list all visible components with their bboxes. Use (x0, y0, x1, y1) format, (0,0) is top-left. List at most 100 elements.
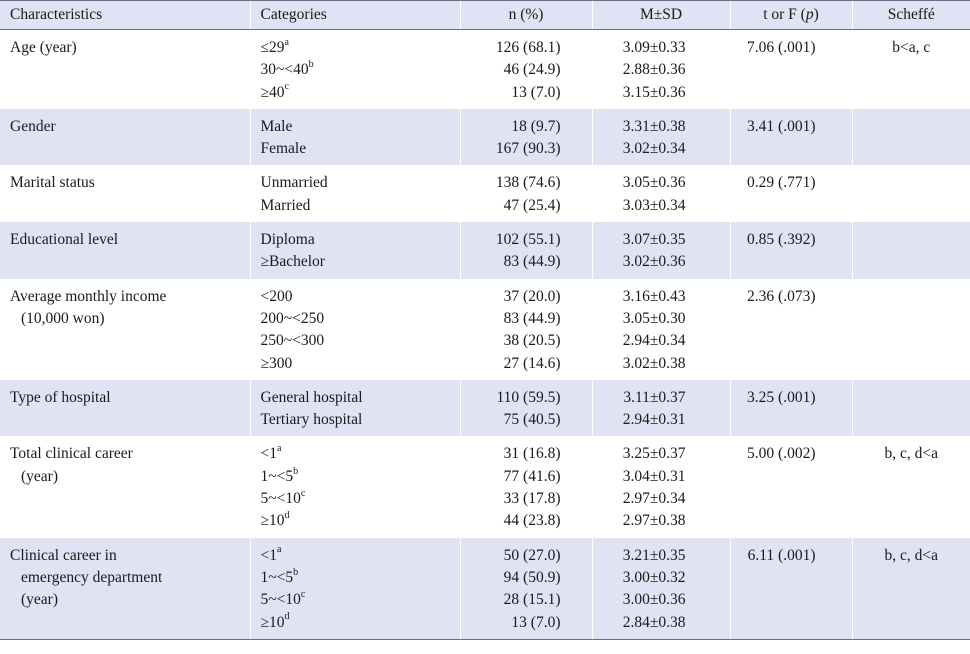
mean-sd-value: 3.25±0.37 (622, 445, 686, 463)
category-item: <1a (261, 545, 459, 567)
n-percent-value: 77 (41.6) (503, 467, 561, 485)
category-superscript: c (300, 589, 306, 601)
n-percent-value: 37 (20.0) (503, 287, 561, 305)
test-statistic-value: 2.36 (.073) (747, 287, 816, 305)
category-item: 5~<10c (261, 589, 459, 611)
mean-sd-value: 3.00±0.32 (622, 568, 686, 586)
category-item: ≥300 (261, 353, 459, 375)
mean-sd-value: 3.00±0.36 (622, 591, 686, 609)
n-percent-value: 13 (7.0) (511, 613, 561, 631)
characteristic-label: Type of hospital (10, 388, 111, 406)
n-percent-value: 28 (15.1) (503, 591, 561, 609)
n-percent-value: 138 (74.6) (495, 174, 561, 192)
scheffe-value: b, c, d<a (884, 546, 938, 564)
category-label: 250~<300 (260, 332, 325, 350)
mean-sd-cell: 3.16±0.43 3.05±0.30 2.94±0.34 3.02±0.38 (591, 278, 730, 380)
n-percent-cell: 126 (68.1) 46 (24.9) 13 (7.0) (459, 29, 592, 109)
test-statistic-cell: 5.00 (.002) (729, 436, 852, 538)
categories-cell: <1a 1~<5b 5~<10c ≥10d (249, 436, 460, 538)
mean-sd-value: 2.94±0.31 (622, 411, 686, 429)
n-percent-value: 33 (17.8) (503, 490, 561, 508)
n-percent-value: 167 (90.3) (495, 140, 561, 158)
mean-sd-value: 3.02±0.34 (622, 140, 686, 158)
mean-sd-cell: 3.09±0.33 2.88±0.36 3.15±0.36 (591, 29, 730, 109)
category-label: <200 (260, 287, 293, 305)
table-header: Characteristics Categories n (%) M±SD t … (0, 0, 970, 30)
categories-cell: Unmarried Married (249, 165, 460, 223)
category-item: <1a (261, 443, 459, 465)
category-item: ≤29a (261, 37, 459, 59)
header-t-or-f-suffix: ) (813, 6, 819, 23)
n-percent-value: 46 (24.9) (503, 61, 561, 79)
mean-sd-value: 2.88±0.36 (622, 61, 686, 79)
test-statistic-value: 0.85 (.392) (747, 231, 816, 249)
category-item: ≥Bachelor (261, 251, 459, 273)
n-percent-cell: 18 (9.7) 167 (90.3) (459, 108, 592, 166)
category-label: ≥300 (260, 354, 293, 372)
category-item: 250~<300 (261, 330, 459, 352)
category-item: Unmarried (261, 172, 459, 194)
table-row: Educational level Diploma ≥Bachelor 102 (55… (0, 222, 970, 279)
categories-cell: ≤29a 30~<40b ≥40c (249, 29, 460, 109)
category-label: Male (260, 117, 293, 135)
category-superscript: c (284, 81, 289, 93)
table-row: Type of hospital General hospital Tertiary… (0, 379, 970, 437)
mean-sd-value: 3.16±0.43 (622, 287, 686, 305)
test-statistic-value: 3.25 (.001) (747, 388, 816, 406)
n-percent-value: 44 (23.8) (503, 512, 561, 530)
header-t-or-f-p: p (805, 6, 814, 23)
category-item: ≥10d (261, 510, 459, 532)
category-superscript: a (277, 443, 282, 455)
scheffe-cell (851, 379, 970, 437)
mean-sd-cell: 3.07±0.35 3.02±0.36 (591, 222, 730, 279)
mean-sd-value: 3.02±0.38 (622, 354, 686, 372)
category-label: 5~<10 (260, 591, 301, 609)
mean-sd-cell: 3.11±0.37 2.94±0.31 (591, 379, 730, 437)
scheffe-cell: b<a, c (851, 29, 970, 109)
characteristic-label: (year) (21, 467, 58, 485)
test-statistic-cell: 3.25 (.001) (729, 379, 852, 437)
characteristic-label: (10,000 won) (21, 309, 105, 327)
category-item: General hospital (261, 387, 459, 409)
category-superscript: b (308, 59, 314, 71)
test-statistic-cell: 6.11 (.001) (729, 537, 852, 640)
category-superscript: a (284, 36, 289, 48)
mean-sd-cell: 3.21±0.35 3.00±0.32 3.00±0.36 2.84±0.38 (591, 537, 730, 640)
test-statistic-value: 5.00 (.002) (747, 445, 816, 463)
mean-sd-value: 2.84±0.38 (622, 613, 686, 631)
scheffe-cell (851, 108, 970, 166)
mean-sd-cell: 3.25±0.37 3.04±0.31 2.97±0.34 2.97±0.38 (591, 436, 730, 538)
scheffe-cell: b, c, d<a (851, 436, 970, 538)
category-item: 200~<250 (261, 308, 459, 330)
test-statistic-value: 6.11 (.001) (747, 546, 816, 564)
mean-sd-value: 3.03±0.34 (622, 196, 686, 214)
characteristic-label: Educational level (10, 231, 119, 249)
characteristic-label: Gender (10, 117, 56, 135)
mean-sd-value: 3.04±0.31 (622, 467, 686, 485)
categories-cell: General hospital Tertiary hospital (249, 379, 460, 437)
test-statistic-value: 0.29 (.771) (747, 174, 816, 192)
category-item: ≥10d (261, 612, 459, 634)
header-categories: Categories (249, 0, 460, 30)
n-percent-value: 27 (14.6) (503, 354, 561, 372)
n-percent-value: 13 (7.0) (511, 83, 561, 101)
category-superscript: b (293, 465, 299, 477)
category-label: 1~<5 (260, 467, 294, 485)
n-percent-value: 47 (25.4) (503, 196, 561, 214)
category-item: Female (261, 138, 459, 160)
n-percent-cell: 110 (59.5) 75 (40.5) (459, 379, 592, 437)
categories-cell: <1a 1~<5b 5~<10c ≥10d (249, 537, 460, 640)
mean-sd-value: 3.15±0.36 (622, 83, 686, 101)
category-label: ≥10 (260, 613, 285, 631)
mean-sd-value: 2.97±0.38 (622, 512, 686, 530)
table-row: Average monthly income (10,000 won) <200 20… (0, 278, 970, 380)
category-label: 5~<10 (260, 490, 301, 508)
n-percent-cell: 102 (55.1) 83 (44.9) (459, 222, 592, 279)
characteristic-cell: Total clinical career (year) (0, 436, 250, 538)
characteristic-cell: Age (year) (0, 29, 250, 109)
characteristic-cell: Gender (0, 108, 250, 166)
test-statistic-cell: 0.29 (.771) (729, 165, 852, 223)
characteristic-label: (year) (21, 591, 58, 609)
mean-sd-value: 2.97±0.34 (622, 490, 686, 508)
header-row: Characteristics Categories n (%) M±SD t … (0, 0, 970, 30)
